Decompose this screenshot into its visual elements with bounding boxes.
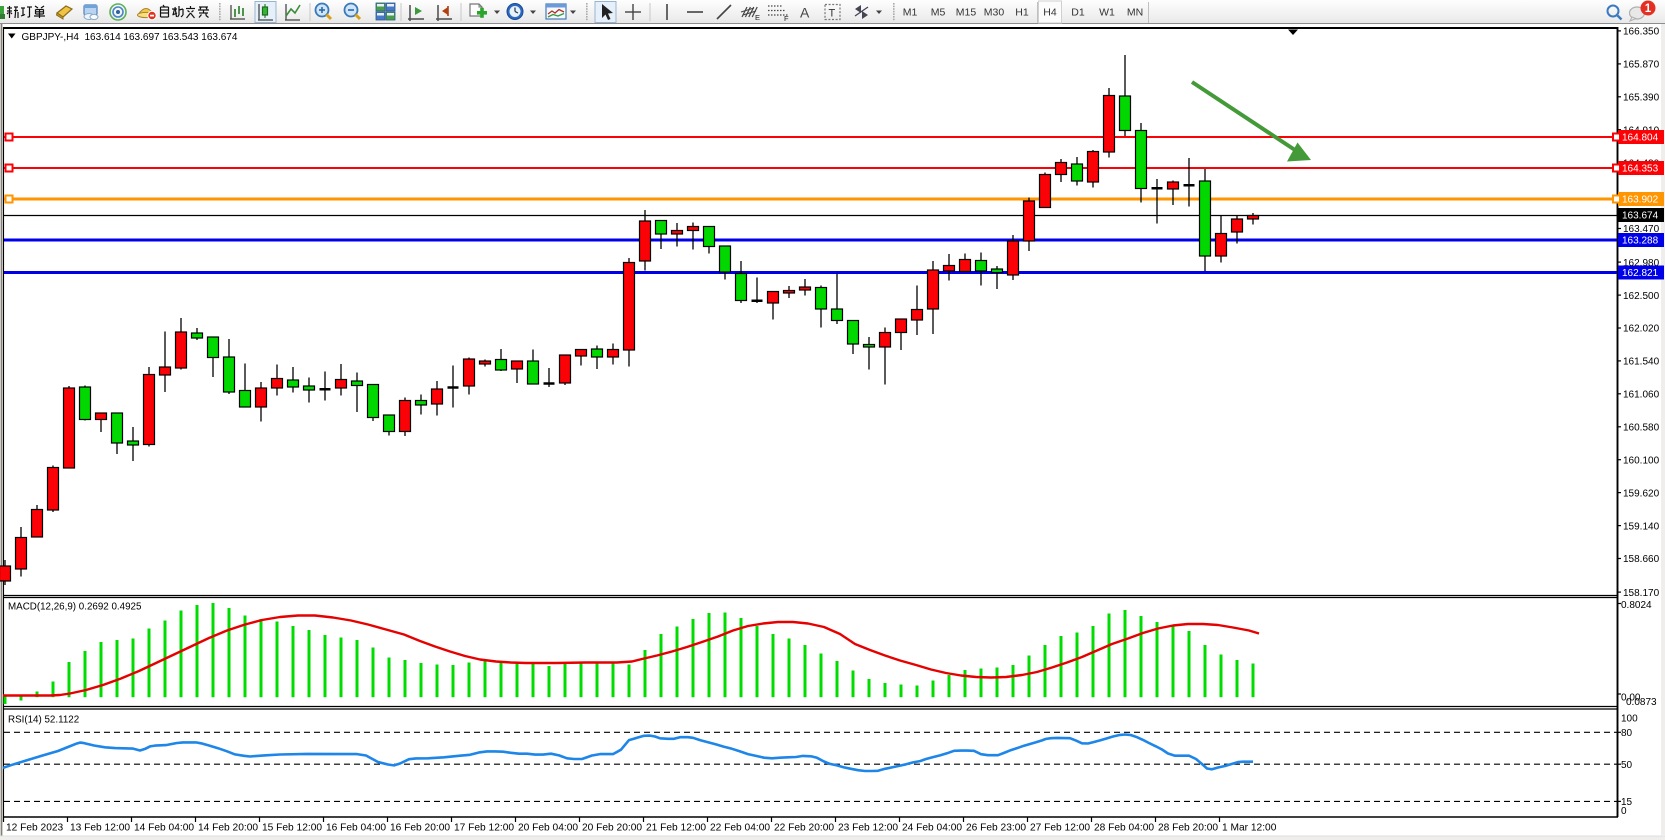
svg-text:M30: M30: [984, 7, 1005, 19]
svg-text:W1: W1: [1099, 7, 1115, 19]
svg-text:MACD(12,26,9) 0.2692 0.4925: MACD(12,26,9) 0.2692 0.4925: [8, 602, 142, 613]
svg-text:160.100: 160.100: [1623, 455, 1660, 466]
svg-text:1 Mar 12:00: 1 Mar 12:00: [1222, 823, 1277, 834]
svg-text:28 Feb 04:00: 28 Feb 04:00: [1094, 823, 1154, 834]
svg-text:GBPJPY-,H4 163.614 163.697 16: GBPJPY-,H4 163.614 163.697 163.543 163.6…: [22, 32, 238, 43]
svg-text:A: A: [800, 5, 810, 21]
svg-text:23 Feb 12:00: 23 Feb 12:00: [838, 823, 898, 834]
svg-text:M1: M1: [903, 7, 918, 19]
svg-text:17 Feb 12:00: 17 Feb 12:00: [454, 823, 514, 834]
svg-text:163.902: 163.902: [1622, 195, 1659, 206]
svg-text:165.390: 165.390: [1623, 93, 1660, 104]
svg-text:28 Feb 20:00: 28 Feb 20:00: [1158, 823, 1218, 834]
svg-text:162.020: 162.020: [1623, 324, 1660, 335]
svg-text:T: T: [829, 8, 836, 20]
svg-text:20 Feb 20:00: 20 Feb 20:00: [582, 823, 642, 834]
svg-text:24 Feb 04:00: 24 Feb 04:00: [902, 823, 962, 834]
svg-text:159.140: 159.140: [1623, 521, 1660, 532]
svg-text:26 Feb 23:00: 26 Feb 23:00: [966, 823, 1026, 834]
svg-text:0.0873: 0.0873: [1626, 697, 1657, 708]
svg-text:22 Feb 20:00: 22 Feb 20:00: [774, 823, 834, 834]
svg-text:H4: H4: [1043, 7, 1057, 19]
svg-text:E: E: [755, 13, 760, 22]
svg-text:14 Feb 20:00: 14 Feb 20:00: [198, 823, 258, 834]
svg-text:80: 80: [1621, 728, 1633, 739]
svg-text:166.350: 166.350: [1623, 27, 1660, 38]
svg-text:16 Feb 20:00: 16 Feb 20:00: [390, 823, 450, 834]
svg-text:161.540: 161.540: [1623, 357, 1660, 368]
svg-text:161.060: 161.060: [1623, 390, 1660, 401]
svg-text:165.870: 165.870: [1623, 60, 1660, 71]
svg-text:162.821: 162.821: [1622, 268, 1659, 279]
svg-text:RSI(14) 52.1122: RSI(14) 52.1122: [8, 715, 79, 726]
svg-text:F: F: [784, 14, 789, 23]
svg-text:M15: M15: [956, 7, 977, 19]
svg-text:0.00: 0.00: [1621, 693, 1641, 704]
svg-text:12 Feb 2023: 12 Feb 2023: [6, 823, 64, 834]
svg-text:160.580: 160.580: [1623, 423, 1660, 434]
svg-text:158.170: 158.170: [1623, 588, 1660, 599]
svg-text:164.353: 164.353: [1622, 164, 1659, 175]
svg-text:100: 100: [1621, 714, 1638, 725]
svg-text:50: 50: [1621, 760, 1633, 771]
svg-text:0.8024: 0.8024: [1621, 600, 1652, 611]
svg-text:14 Feb 04:00: 14 Feb 04:00: [134, 823, 194, 834]
svg-text:27 Feb 12:00: 27 Feb 12:00: [1030, 823, 1090, 834]
svg-text:MN: MN: [1127, 7, 1143, 19]
svg-text:164.804: 164.804: [1622, 133, 1659, 144]
svg-text:21 Feb 12:00: 21 Feb 12:00: [646, 823, 706, 834]
svg-text:162.980: 162.980: [1623, 258, 1660, 269]
svg-text:13 Feb 12:00: 13 Feb 12:00: [70, 823, 130, 834]
svg-text:163.470: 163.470: [1623, 224, 1660, 235]
svg-text:163.674: 163.674: [1622, 211, 1659, 222]
svg-text:20 Feb 04:00: 20 Feb 04:00: [518, 823, 578, 834]
svg-text:15: 15: [1621, 797, 1633, 808]
svg-text:D1: D1: [1071, 7, 1085, 19]
svg-text:1: 1: [1645, 3, 1652, 15]
svg-text:16 Feb 04:00: 16 Feb 04:00: [326, 823, 386, 834]
svg-text:163.288: 163.288: [1622, 236, 1659, 247]
svg-text:158.660: 158.660: [1623, 554, 1660, 565]
svg-text:M5: M5: [931, 7, 946, 19]
svg-text:H1: H1: [1015, 7, 1029, 19]
svg-text:22 Feb 04:00: 22 Feb 04:00: [710, 823, 770, 834]
svg-text:159.620: 159.620: [1623, 488, 1660, 499]
svg-text:162.500: 162.500: [1623, 291, 1660, 302]
svg-text:0: 0: [1621, 806, 1627, 817]
svg-text:15 Feb 12:00: 15 Feb 12:00: [262, 823, 322, 834]
